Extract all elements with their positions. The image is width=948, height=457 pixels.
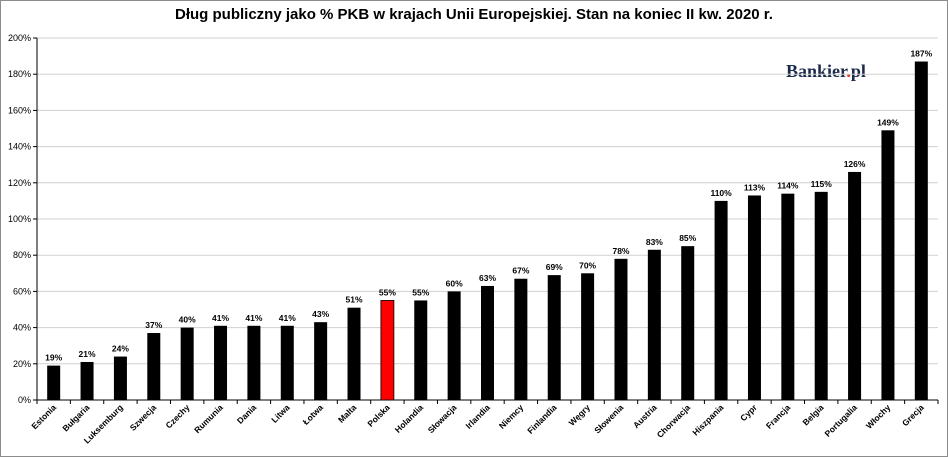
x-tick-label: Niemcy — [497, 402, 526, 431]
data-label: 187% — [910, 49, 932, 59]
y-tick-label: 120% — [8, 178, 31, 188]
bar — [881, 130, 895, 400]
x-tick-label: Dania — [235, 402, 259, 426]
brand-logo: Bankier.pl — [786, 61, 866, 81]
data-label: 51% — [346, 295, 363, 305]
y-tick-label: 80% — [13, 250, 31, 260]
data-label: 115% — [811, 179, 833, 189]
bar — [214, 325, 228, 400]
x-tick-label: Holandia — [393, 402, 426, 435]
x-tick-label: Estonia — [29, 402, 58, 431]
bar — [80, 361, 94, 400]
bar — [47, 365, 61, 400]
x-tick-label: Belgia — [801, 402, 826, 427]
x-tick-label: Cypr — [738, 402, 759, 423]
bar — [614, 258, 628, 400]
data-label: 43% — [312, 309, 329, 319]
x-tick-label: Litwa — [269, 402, 292, 425]
data-label: 114% — [777, 181, 799, 191]
y-tick-label: 20% — [13, 359, 31, 369]
x-tick-label: Włochy — [864, 402, 893, 431]
bar — [147, 333, 161, 400]
bar — [180, 327, 194, 400]
chart-title: Dług publiczny jako % PKB w krajach Unii… — [175, 6, 773, 23]
data-label: 126% — [844, 159, 866, 169]
bar — [714, 200, 728, 400]
y-tick-label: 60% — [13, 286, 31, 296]
bar — [547, 275, 561, 400]
bar — [314, 322, 328, 400]
bar — [781, 193, 795, 400]
y-tick-label: 100% — [8, 214, 31, 224]
x-tick-label: Szwecja — [128, 402, 159, 433]
x-tick-label: Austria — [631, 402, 659, 430]
data-label: 55% — [412, 287, 429, 297]
data-label: 60% — [446, 278, 463, 288]
x-tick-label: Węgry — [567, 402, 593, 428]
x-tick-label: Malta — [336, 402, 359, 425]
data-label: 40% — [179, 315, 196, 325]
data-label: 69% — [546, 262, 563, 272]
data-label: 41% — [212, 313, 229, 323]
data-label: 63% — [479, 273, 496, 283]
bar — [814, 191, 828, 400]
bar — [581, 273, 595, 400]
data-label: 78% — [612, 246, 629, 256]
bar — [848, 171, 862, 400]
bar — [113, 356, 127, 400]
x-tick-label: Słowacja — [426, 402, 459, 435]
x-tick-label: Finlandia — [525, 402, 559, 436]
bar — [481, 285, 494, 400]
x-tick-label: Słowenia — [592, 402, 625, 435]
data-label: 70% — [579, 260, 596, 270]
bar — [647, 249, 661, 400]
x-tick-label: Polska — [365, 402, 392, 429]
data-label: 41% — [245, 313, 262, 323]
x-tick-label: Łotwa — [301, 402, 326, 427]
x-tick-label: Rumunia — [192, 402, 225, 435]
x-tick-label: Irlandia — [463, 402, 492, 431]
data-label: 67% — [512, 266, 529, 276]
data-label: 85% — [679, 233, 696, 243]
x-tick-label: Czechy — [163, 402, 191, 430]
x-tick-label: Bułgaria — [60, 402, 91, 433]
y-tick-label: 160% — [8, 105, 31, 115]
y-tick-label: 140% — [8, 142, 31, 152]
x-tick-label: Chorwacja — [655, 402, 693, 440]
x-tick-label: Grecja — [900, 402, 926, 428]
bar — [681, 246, 695, 400]
data-label: 41% — [279, 313, 296, 323]
data-label: 110% — [710, 188, 732, 198]
bar — [280, 325, 294, 400]
y-tick-label: 0% — [18, 395, 31, 405]
y-tick-label: 180% — [8, 69, 31, 79]
bar — [514, 278, 528, 400]
bar — [447, 291, 461, 400]
bar — [247, 325, 261, 400]
bar-highlighted — [380, 300, 395, 401]
data-label: 113% — [744, 182, 766, 192]
data-label: 37% — [145, 320, 162, 330]
x-tick-label: Hiszpania — [690, 402, 725, 437]
bar — [347, 307, 361, 400]
data-label: 24% — [112, 344, 129, 354]
data-label: 149% — [877, 117, 899, 127]
x-tick-label: Francja — [764, 402, 793, 431]
bar — [414, 300, 428, 400]
bar — [914, 61, 928, 400]
data-label: 55% — [379, 287, 396, 297]
x-tick-label: Portugalia — [823, 402, 860, 439]
bar — [747, 195, 761, 400]
y-tick-label: 200% — [8, 33, 31, 43]
data-label: 19% — [45, 353, 62, 363]
data-label: 83% — [646, 237, 663, 247]
data-label: 21% — [79, 349, 96, 359]
y-tick-label: 40% — [13, 323, 31, 333]
